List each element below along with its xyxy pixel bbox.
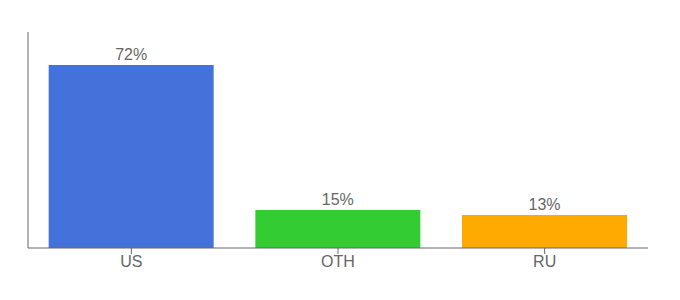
- svg-text:13%: 13%: [528, 196, 560, 213]
- svg-text:RU: RU: [533, 253, 556, 270]
- svg-text:15%: 15%: [322, 191, 354, 208]
- svg-text:OTH: OTH: [321, 253, 355, 270]
- svg-text:US: US: [120, 253, 142, 270]
- svg-text:72%: 72%: [115, 46, 147, 63]
